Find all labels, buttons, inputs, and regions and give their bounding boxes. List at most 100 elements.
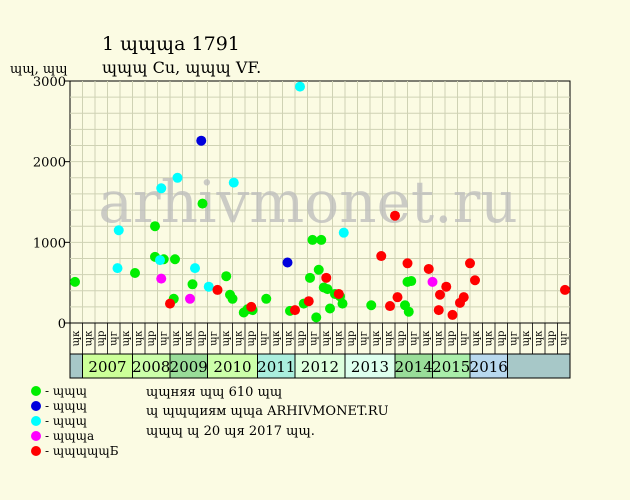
quarter-label: ɰк <box>233 330 244 346</box>
data-point <box>261 293 272 304</box>
quarter-label: ɰк <box>83 330 94 346</box>
quarter-label: ɰг <box>108 331 119 346</box>
quarter-label: ɰк <box>371 330 382 346</box>
legend-marker <box>31 431 41 441</box>
y-tick-label: 0 <box>58 317 66 332</box>
data-point <box>190 263 200 274</box>
data-point <box>185 293 195 304</box>
quarter-label: ɰг <box>458 331 469 346</box>
note-line-3: ɰɰɰ ɰ 20 ɰя 2017 ɰɰ. <box>146 424 315 439</box>
quarter-label: ɰк <box>471 330 482 346</box>
year-label: 2013 <box>351 358 389 376</box>
data-point <box>392 292 403 303</box>
year-cell <box>82 353 133 379</box>
y-tick-label: 2000 <box>33 156 66 171</box>
year-cell <box>432 353 471 379</box>
data-point <box>290 305 300 316</box>
grid-lines <box>70 81 570 323</box>
quarter-label: ɰг <box>408 331 419 346</box>
year-label: 2007 <box>88 358 126 376</box>
quarter-label: ɰр <box>346 331 357 347</box>
quarter-label: ɰр <box>446 331 457 347</box>
year-label: 2015 <box>432 358 470 376</box>
data-point <box>325 303 335 314</box>
quarter-label: ɰг <box>208 331 219 346</box>
quarter-label: ɰр <box>296 331 307 347</box>
data-point <box>465 258 475 269</box>
data-point <box>385 301 395 312</box>
quarter-label: ɰк <box>71 330 82 346</box>
data-point <box>441 281 452 292</box>
quarter-label: ɰр <box>96 331 107 347</box>
legend-label: - ɰɰɰ <box>45 384 87 398</box>
quarter-label: ɰк <box>221 330 232 346</box>
data-point <box>458 292 469 303</box>
quarter-label: ɰр <box>396 331 407 347</box>
quarter-label: ɰк <box>171 330 182 346</box>
data-point <box>311 312 322 323</box>
data-point <box>130 267 140 278</box>
data-point <box>470 275 480 286</box>
quarter-label: ɰк <box>283 330 294 346</box>
quarter-label: ɰг <box>158 331 169 346</box>
quarter-label: ɰк <box>271 330 282 346</box>
data-point <box>150 221 160 232</box>
data-point <box>322 284 333 295</box>
data-point <box>228 177 239 188</box>
data-point <box>390 210 400 221</box>
data-point <box>155 255 165 266</box>
data-point <box>406 276 417 287</box>
data-point <box>307 234 318 245</box>
data-point <box>227 293 238 304</box>
data-point <box>560 284 570 295</box>
year-cell <box>394 353 433 379</box>
quarter-label: ɰг <box>258 331 269 346</box>
data-point <box>366 300 377 311</box>
data-point <box>112 263 123 274</box>
year-cell <box>507 353 571 379</box>
data-point <box>338 227 349 238</box>
data-point <box>196 135 207 146</box>
legend-label: - ɰɰɰ <box>45 414 87 428</box>
legend-marker <box>31 416 41 426</box>
data-point <box>113 225 124 236</box>
legend-marker <box>31 401 41 411</box>
quarter-label: ɰк <box>333 330 344 346</box>
data-point <box>187 279 198 290</box>
legend-label: - ɰɰɰа <box>45 429 94 443</box>
quarter-label: ɰк <box>433 330 444 346</box>
quarter-label: ɰк <box>321 330 332 346</box>
quarter-label: ɰк <box>533 330 544 346</box>
watermark: arhivmonet.ru <box>98 168 517 236</box>
data-point <box>156 273 167 284</box>
data-point <box>165 298 175 309</box>
data-point <box>435 289 445 300</box>
note-line-1: ɰɰняя ɰɰ 610 ɰɰ <box>146 385 282 400</box>
data-point <box>427 276 438 287</box>
data-point <box>423 263 434 274</box>
data-point <box>305 272 315 283</box>
legend: - ɰɰɰ- ɰɰɰ- ɰɰɰ- ɰɰɰа- ɰɰɰɰɰБ <box>31 384 119 458</box>
year-label: 2012 <box>301 358 339 376</box>
data-point <box>402 258 413 269</box>
year-label: 2014 <box>395 358 433 376</box>
quarter-label: ɰр <box>196 331 207 347</box>
quarter-label: ɰк <box>483 330 494 346</box>
year-cell <box>469 353 508 379</box>
y-axis-ticks: 0 1000 2000 3000 <box>33 75 70 332</box>
chart-title: 1 ɰɰɰа 1791 <box>102 33 240 55</box>
data-point <box>316 234 327 245</box>
legend-marker <box>31 446 41 456</box>
data-point <box>170 254 180 265</box>
quarter-row: ɰк ɰк ɰр ɰг ɰк ɰк ɰр ɰг ɰк ɰк ɰр ɰг ɰк ɰк ɰр ɰг ɰк ɰк ɰр ɰг… <box>69 322 571 355</box>
year-cell <box>344 353 396 379</box>
data-point <box>295 81 305 92</box>
data-point <box>403 306 414 317</box>
y-tick-label: 1000 <box>33 236 66 251</box>
quarter-label: ɰр <box>146 331 157 347</box>
y-tick-label: 3000 <box>33 75 66 90</box>
data-point <box>282 257 293 268</box>
legend-label: - ɰɰɰ <box>45 399 87 413</box>
quarter-label: ɰг <box>358 331 369 346</box>
